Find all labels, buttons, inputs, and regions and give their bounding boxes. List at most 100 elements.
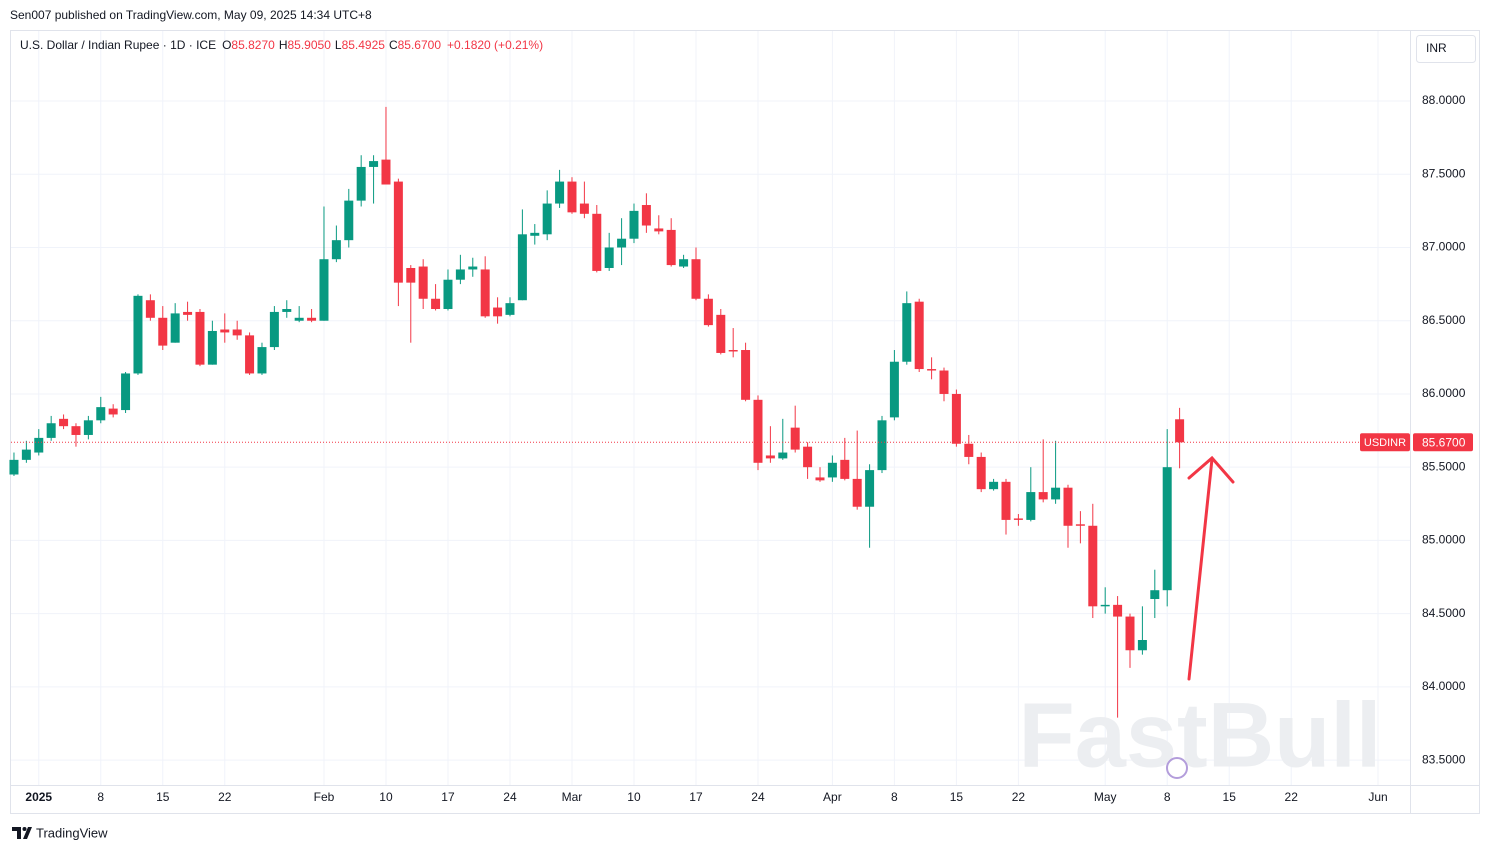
candle-body — [976, 456, 986, 490]
y-tick-label: 87.0000 — [1422, 240, 1466, 254]
candle-body — [96, 407, 106, 421]
y-tick-label: 84.0000 — [1422, 679, 1466, 693]
candle-body — [1162, 467, 1172, 591]
candle-body — [666, 229, 676, 266]
x-tick-label: 17 — [441, 790, 455, 804]
candle-body — [468, 266, 478, 270]
candle-body — [951, 393, 961, 444]
candle-body — [1013, 518, 1023, 520]
candle-body — [480, 269, 490, 317]
candle-body — [269, 311, 279, 348]
legend-key: H — [279, 38, 288, 52]
candle-body — [691, 259, 701, 299]
candle-body — [121, 373, 131, 411]
candle-body — [592, 213, 602, 271]
brand: TradingView — [36, 825, 108, 840]
x-tick-label: Apr — [823, 790, 842, 804]
candle-body — [505, 303, 515, 315]
candle-body — [927, 369, 937, 371]
candle-body — [889, 361, 899, 418]
candle-body — [1026, 492, 1036, 520]
y-tick-label: 83.5000 — [1422, 752, 1466, 766]
y-tick-label: 88.0000 — [1422, 93, 1466, 107]
candle-body — [617, 238, 627, 248]
candle-body — [145, 300, 155, 318]
x-tick-label: 2025 — [25, 790, 52, 804]
candle-body — [220, 329, 230, 333]
candle-body — [21, 449, 31, 460]
candle-body — [46, 423, 56, 438]
candle-body — [108, 408, 118, 415]
candle-body — [728, 350, 738, 352]
candle-body — [183, 311, 193, 315]
x-tick-label: 10 — [627, 790, 641, 804]
candle-body — [1001, 481, 1011, 520]
candle-body — [989, 481, 999, 490]
candle-body — [753, 399, 763, 463]
grid — [11, 31, 1410, 785]
candle-body — [294, 317, 304, 321]
candle-body — [964, 443, 974, 457]
candle-body — [195, 311, 205, 365]
last-price-label: 85.6700 — [1422, 435, 1466, 449]
candle-body — [307, 317, 317, 321]
candle-body — [852, 478, 862, 507]
y-tick-label: 85.5000 — [1422, 459, 1466, 473]
x-tick-label: 22 — [218, 790, 232, 804]
x-tick-label: 8 — [891, 790, 898, 804]
ticker-badge — [1360, 433, 1410, 452]
candle-body — [865, 470, 875, 507]
x-tick-label: 24 — [503, 790, 517, 804]
candle-body — [319, 259, 329, 321]
legend: U.S. Dollar / Indian Rupee · 1D · ICE O85… — [20, 38, 543, 52]
candle-body — [530, 232, 540, 236]
candle-body — [579, 203, 589, 214]
candle-body — [34, 437, 44, 453]
candle-body — [902, 303, 912, 362]
x-tick-label: Feb — [314, 790, 335, 804]
candle-body — [741, 350, 751, 400]
x-tick-label: 8 — [97, 790, 104, 804]
ticker: USDINR — [1364, 437, 1406, 449]
x-tick-label: Mar — [562, 790, 583, 804]
icon — [1166, 757, 1188, 779]
watermark: FastBull — [1019, 684, 1382, 786]
currency-box[interactable] — [1416, 35, 1476, 63]
candle-body — [170, 313, 180, 343]
candle-body — [517, 234, 527, 301]
candle-body — [567, 181, 577, 213]
candle-body — [1038, 492, 1048, 500]
candle-body — [331, 240, 341, 260]
plot — [9, 106, 1410, 718]
price-badge — [1413, 433, 1473, 452]
candle-body — [59, 418, 69, 427]
candle-body — [716, 314, 726, 353]
candle-body — [1051, 487, 1061, 500]
candle-body — [555, 181, 565, 204]
candle-body — [232, 329, 242, 336]
candle-body — [604, 247, 614, 268]
candle-body — [877, 420, 887, 471]
candle-body — [939, 370, 949, 394]
y-tick-label: 86.0000 — [1422, 386, 1466, 400]
candle-body — [1063, 487, 1073, 526]
candle-body — [1150, 590, 1160, 599]
candle-body — [245, 335, 255, 374]
candle-body — [443, 279, 453, 310]
arrow — [1187, 455, 1235, 681]
candle-body — [83, 420, 93, 435]
candle-body — [778, 452, 788, 459]
candle-body — [71, 426, 81, 435]
legend-value: 85.9050 — [287, 38, 331, 52]
candle-body — [765, 455, 775, 459]
currency: INR — [1426, 41, 1447, 55]
x-tick-label: 15 — [1223, 790, 1237, 804]
candle-body — [356, 166, 366, 201]
legend-key: C — [389, 38, 398, 52]
candle-body — [1100, 604, 1110, 607]
candle-body — [282, 309, 292, 312]
candle-body — [790, 427, 800, 450]
candle-body — [381, 159, 391, 185]
y-tick-label: 86.5000 — [1422, 313, 1466, 327]
